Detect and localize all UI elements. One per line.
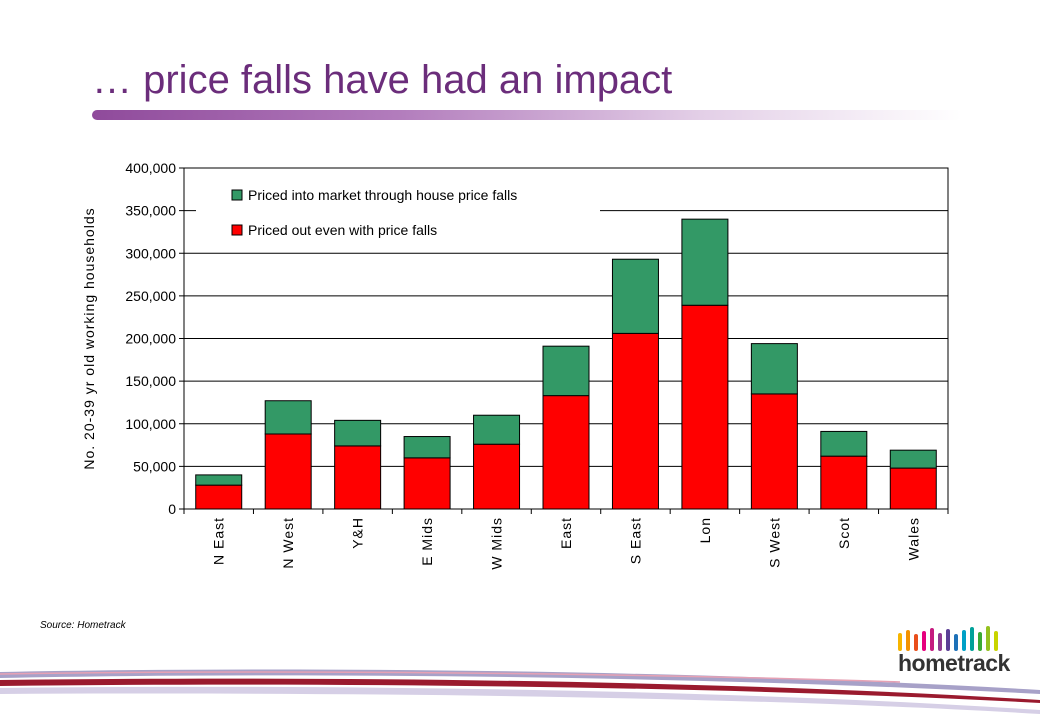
y-tick-label: 0 [168, 501, 176, 517]
bar-priced-out [334, 445, 382, 510]
bar-priced-in [473, 414, 521, 445]
legend-label-priced-out: Priced out even with price falls [248, 222, 437, 238]
source-note: Source: Hometrack [40, 620, 126, 631]
legend-swatch-priced-out [231, 224, 243, 236]
y-tick-label: 50,000 [133, 458, 176, 474]
bar-priced-out [403, 457, 451, 510]
bar-priced-out [889, 467, 937, 510]
bar-priced-out [820, 455, 868, 510]
bar-priced-out [542, 395, 590, 510]
bar-priced-in [542, 345, 590, 397]
x-tick-label: N East [211, 517, 227, 565]
hometrack-logo-text: hometrack [898, 650, 1010, 676]
bar-priced-out [681, 304, 729, 510]
x-tick-label: E Mids [419, 517, 435, 566]
bar-priced-in [334, 419, 382, 447]
slide-title: … price falls have had an impact [92, 58, 673, 102]
bar-priced-in [403, 436, 451, 459]
x-tick-label: S East [627, 517, 643, 564]
y-axis-label: No. 20-39 yr old working households [81, 207, 97, 469]
x-tick-label: Lon [697, 517, 713, 543]
legend-box [196, 180, 600, 252]
bar-priced-in [611, 258, 659, 334]
y-tick-label: 250,000 [125, 288, 176, 304]
y-tick-label: 100,000 [125, 416, 176, 432]
bar-priced-in [820, 430, 868, 457]
bar-priced-in [264, 400, 312, 435]
x-tick-label: Y&H [350, 517, 366, 549]
x-tick-label: W Mids [489, 517, 505, 570]
x-tick-label: Scot [836, 517, 852, 549]
legend-swatch-priced-in [231, 189, 243, 201]
bar-priced-in [750, 343, 798, 395]
bar-priced-in [889, 449, 937, 469]
x-tick-label: Wales [905, 517, 921, 560]
bar-priced-out [264, 433, 312, 510]
y-tick-label: 300,000 [125, 245, 176, 261]
y-tick-label: 400,000 [125, 160, 176, 176]
x-tick-label: East [558, 517, 574, 549]
bar-priced-in [681, 218, 729, 306]
bar-priced-out [750, 393, 798, 510]
y-tick-label: 350,000 [125, 203, 176, 219]
bar-priced-out [611, 332, 659, 510]
y-tick-label: 150,000 [125, 373, 176, 389]
title-underline [92, 110, 962, 120]
bar-priced-out [473, 443, 521, 510]
legend-label-priced-in: Priced into market through house price f… [248, 187, 517, 203]
x-tick-label: S West [766, 517, 782, 568]
x-tick-label: N West [280, 517, 296, 569]
bar-priced-in [195, 474, 243, 486]
y-tick-label: 200,000 [125, 331, 176, 347]
